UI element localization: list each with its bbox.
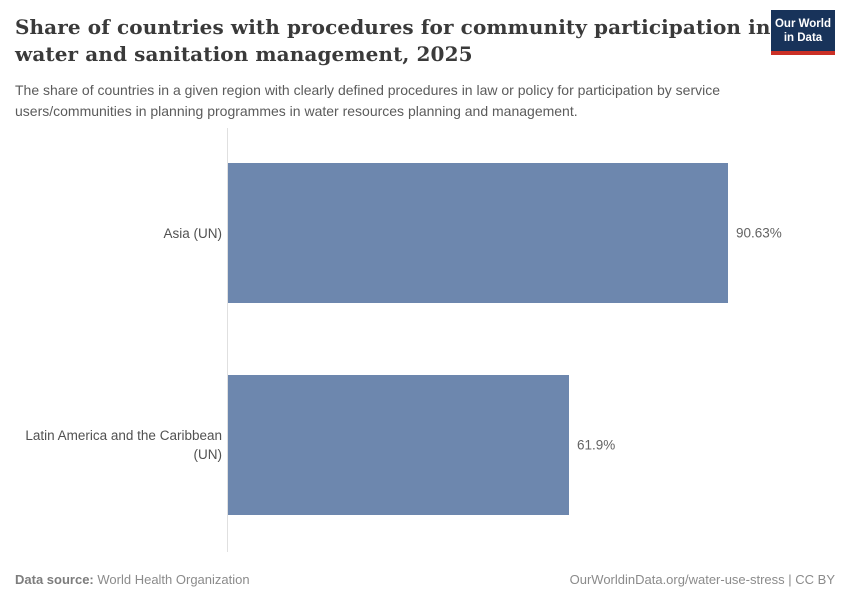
value-label: 90.63% bbox=[736, 225, 782, 241]
chart-header: Share of countries with procedures for c… bbox=[15, 10, 835, 122]
subtitle-line-2: users/communities in planning programmes… bbox=[15, 103, 578, 119]
chart-footer: Data source: World Health Organization O… bbox=[15, 572, 835, 587]
category-label: Latin America and the Caribbean (UN) bbox=[25, 428, 222, 462]
bar[interactable] bbox=[228, 375, 569, 515]
data-source: Data source: World Health Organization bbox=[15, 572, 250, 587]
owid-logo[interactable]: Our World in Data bbox=[771, 10, 835, 55]
category-label: Asia (UN) bbox=[163, 225, 222, 241]
title-line-2: water and sanitation management, 2025 bbox=[15, 42, 473, 66]
license-link: OurWorldinData.org/water-use-stress | CC… bbox=[569, 572, 835, 587]
data-source-value: World Health Organization bbox=[97, 572, 250, 587]
value-label: 61.9% bbox=[577, 437, 616, 453]
owid-logo-line-1: Our World bbox=[774, 18, 831, 30]
chart-area: Asia (UN) 90.63% Latin America and the C… bbox=[0, 163, 850, 515]
page-title: Share of countries with procedures for c… bbox=[15, 14, 835, 68]
chart-subtitle: The share of countries in a given region… bbox=[15, 80, 835, 122]
subtitle-line-1: The share of countries in a given region… bbox=[15, 82, 721, 98]
y-axis-line bbox=[227, 128, 228, 552]
data-source-label: Data source: bbox=[15, 572, 94, 587]
bar-row: Latin America and the Caribbean (UN) 61.… bbox=[0, 375, 850, 515]
bar-row: Asia (UN) 90.63% bbox=[0, 163, 850, 303]
owid-logo-line-2: in Data bbox=[783, 32, 823, 44]
bar[interactable] bbox=[228, 163, 728, 303]
title-line-1: Share of countries with procedures for c… bbox=[15, 15, 771, 39]
